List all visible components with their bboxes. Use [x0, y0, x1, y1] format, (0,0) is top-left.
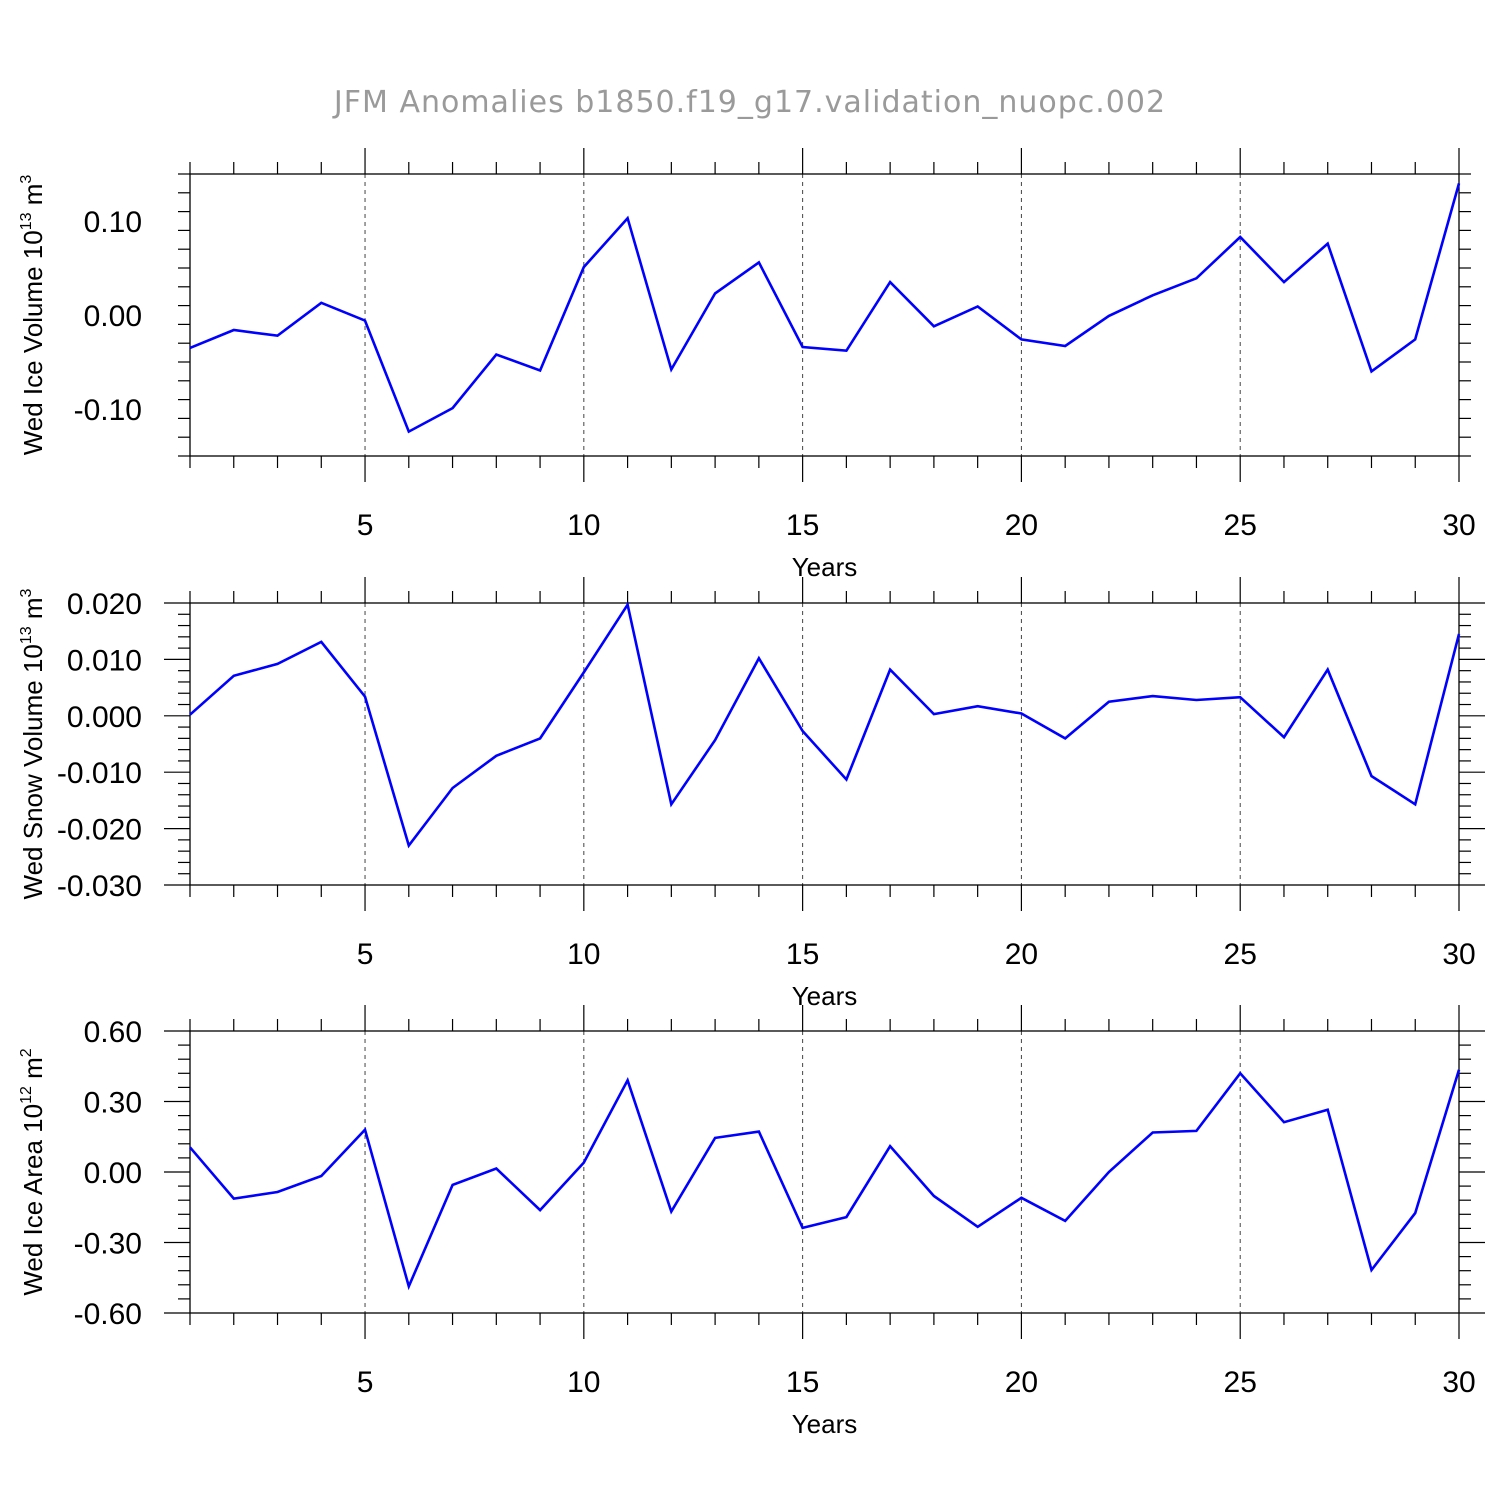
series-line-3	[189, 1069, 1461, 1291]
panel-1: 5 10 15 20 25 30 -0.10 0.00 0.10 Years Wed Ice Vol…	[18, 148, 1476, 582]
x-tick-label-10: 10	[567, 938, 600, 971]
plot-frame	[189, 1030, 1460, 1314]
x-tick-label-5: 5	[357, 1366, 374, 1399]
y-tick-label: -0.30	[74, 1228, 142, 1261]
x-tick-label-5: 5	[357, 938, 374, 971]
y-tick-label: -0.10	[74, 394, 142, 427]
plot-frame	[189, 602, 1460, 886]
x-tick-label-15: 15	[786, 509, 819, 542]
y-axis-label-part: m	[18, 184, 48, 213]
x-tick-label-20: 20	[1005, 1366, 1038, 1399]
plot-frame	[189, 173, 1460, 457]
series-line-2	[189, 601, 1461, 849]
y-tick-label: 0.10	[84, 206, 142, 239]
x-axis-label: Years	[792, 981, 858, 1011]
y-axis-label-superscript: 12	[18, 1086, 35, 1104]
x-tick-label-30: 30	[1442, 1366, 1475, 1399]
x-tick-label-20: 20	[1005, 509, 1038, 542]
y-axis-label-superscript: 13	[18, 212, 35, 230]
y-axis-label: Wed Ice Volume 1013 m3	[18, 175, 48, 456]
x-tick-label-25: 25	[1224, 938, 1257, 971]
x-axis-label: Years	[792, 552, 858, 582]
y-axis-label: Wed Snow Volume 1013 m3	[18, 588, 48, 899]
y-tick-label: -0.010	[57, 757, 142, 790]
y-axis-label-part: Wed Ice Area 10	[18, 1104, 48, 1296]
x-tick-label-10: 10	[567, 509, 600, 542]
x-tick-label-20: 20	[1005, 938, 1038, 971]
y-tick-label: 0.00	[84, 300, 142, 333]
y-tick-label: 0.000	[67, 701, 142, 734]
y-axis-label-part: Wed Ice Volume 10	[18, 230, 48, 455]
chart-title: JFM Anomalies b1850.f19_g17.validation_n…	[332, 85, 1166, 120]
x-tick-label-30: 30	[1442, 509, 1475, 542]
y-axis-label-part: m	[18, 1057, 48, 1086]
y-tick-label: -0.020	[57, 814, 142, 847]
x-tick-label-15: 15	[786, 1366, 819, 1399]
y-axis-label-part: m	[18, 597, 48, 626]
y-tick-label: 0.30	[84, 1087, 142, 1120]
y-tick-label: 0.60	[84, 1016, 142, 1049]
x-tick-label-10: 10	[567, 1366, 600, 1399]
y-tick-label: 0.00	[84, 1157, 142, 1190]
x-tick-label-25: 25	[1224, 509, 1257, 542]
y-axis-label-superscript: 3	[18, 588, 35, 597]
x-tick-label-25: 25	[1224, 1366, 1257, 1399]
x-tick-label-15: 15	[786, 938, 819, 971]
panel-2: 5 10 15 20 25 30 -0.030 -0.020 -0.010 0.000 0.010 0…	[18, 577, 1485, 1011]
panel-3: 5 10 15 20 25 30 -0.60 -0.30 0.00 0.30 0.60 Years We…	[18, 1005, 1485, 1439]
x-tick-label-30: 30	[1442, 938, 1475, 971]
series-line-1	[189, 183, 1461, 434]
y-tick-label: -0.60	[74, 1298, 142, 1331]
x-axis-label: Years	[792, 1409, 858, 1439]
y-axis-label-superscript: 3	[18, 175, 35, 184]
y-axis-label-superscript: 2	[18, 1048, 35, 1057]
y-axis-label: Wed Ice Area 1012 m2	[18, 1048, 48, 1295]
y-tick-label: -0.030	[57, 870, 142, 903]
y-axis-label-part: Wed Snow Volume 10	[18, 644, 48, 899]
y-tick-label: 0.020	[67, 588, 142, 621]
x-tick-label-5: 5	[357, 509, 374, 542]
y-tick-label: 0.010	[67, 644, 142, 677]
y-axis-label-superscript: 13	[18, 626, 35, 644]
